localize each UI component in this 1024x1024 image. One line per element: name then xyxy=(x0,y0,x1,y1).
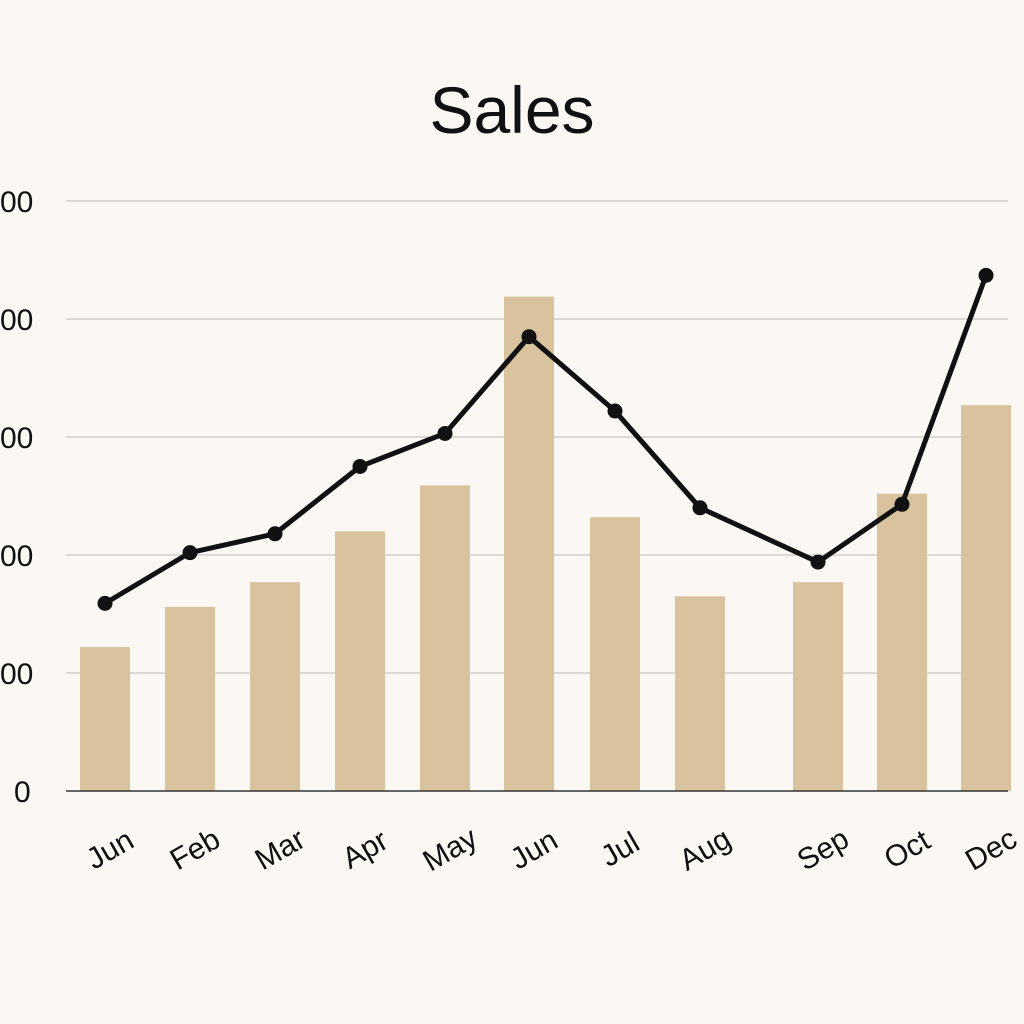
line-point xyxy=(810,554,826,570)
line-point xyxy=(607,403,623,419)
x-tick-label: Mar xyxy=(250,823,311,877)
bar xyxy=(335,531,385,791)
chart-title: Sales xyxy=(429,73,594,147)
x-tick-label: Oct xyxy=(879,823,936,875)
line-point xyxy=(978,267,994,283)
bar xyxy=(793,582,843,791)
x-tick-label: Jun xyxy=(81,823,139,876)
line-point xyxy=(894,496,910,512)
bar xyxy=(165,606,215,791)
x-tick-label: Jun xyxy=(505,823,563,876)
line-point xyxy=(267,526,283,542)
bar xyxy=(675,596,725,791)
x-tick-label: Sep xyxy=(792,822,855,877)
line-point xyxy=(97,595,113,611)
y-tick-label: 00 xyxy=(0,304,33,337)
y-tick-label: 00 xyxy=(0,422,33,455)
y-tick-label: 0 xyxy=(14,776,31,809)
bar xyxy=(877,493,927,791)
bar-series xyxy=(80,296,1011,791)
bar xyxy=(590,517,640,791)
y-tick-label: 00 xyxy=(0,540,33,573)
x-tick-label: Feb xyxy=(165,823,226,877)
line-series xyxy=(97,267,994,611)
line-point xyxy=(521,329,537,345)
bar xyxy=(250,582,300,791)
bar xyxy=(80,647,130,791)
x-tick-label: May xyxy=(417,821,483,878)
y-tick-label: 00 xyxy=(0,658,33,691)
y-tick-label: 00 xyxy=(0,186,33,219)
bar xyxy=(504,296,554,791)
line-point xyxy=(352,459,368,474)
line-point xyxy=(437,425,453,441)
x-tick-label: Aug xyxy=(674,822,737,877)
line-point xyxy=(182,545,198,561)
bar xyxy=(420,485,470,791)
line-point xyxy=(692,500,708,516)
x-axis-ticks: Jun Feb Mar Apr May Jun Jul Aug Sep Oct Dec xyxy=(81,821,1023,878)
x-tick-label: Jul xyxy=(595,826,645,874)
bar xyxy=(961,405,1011,791)
x-tick-label: Apr xyxy=(337,824,394,876)
x-tick-label: Dec xyxy=(960,822,1023,877)
